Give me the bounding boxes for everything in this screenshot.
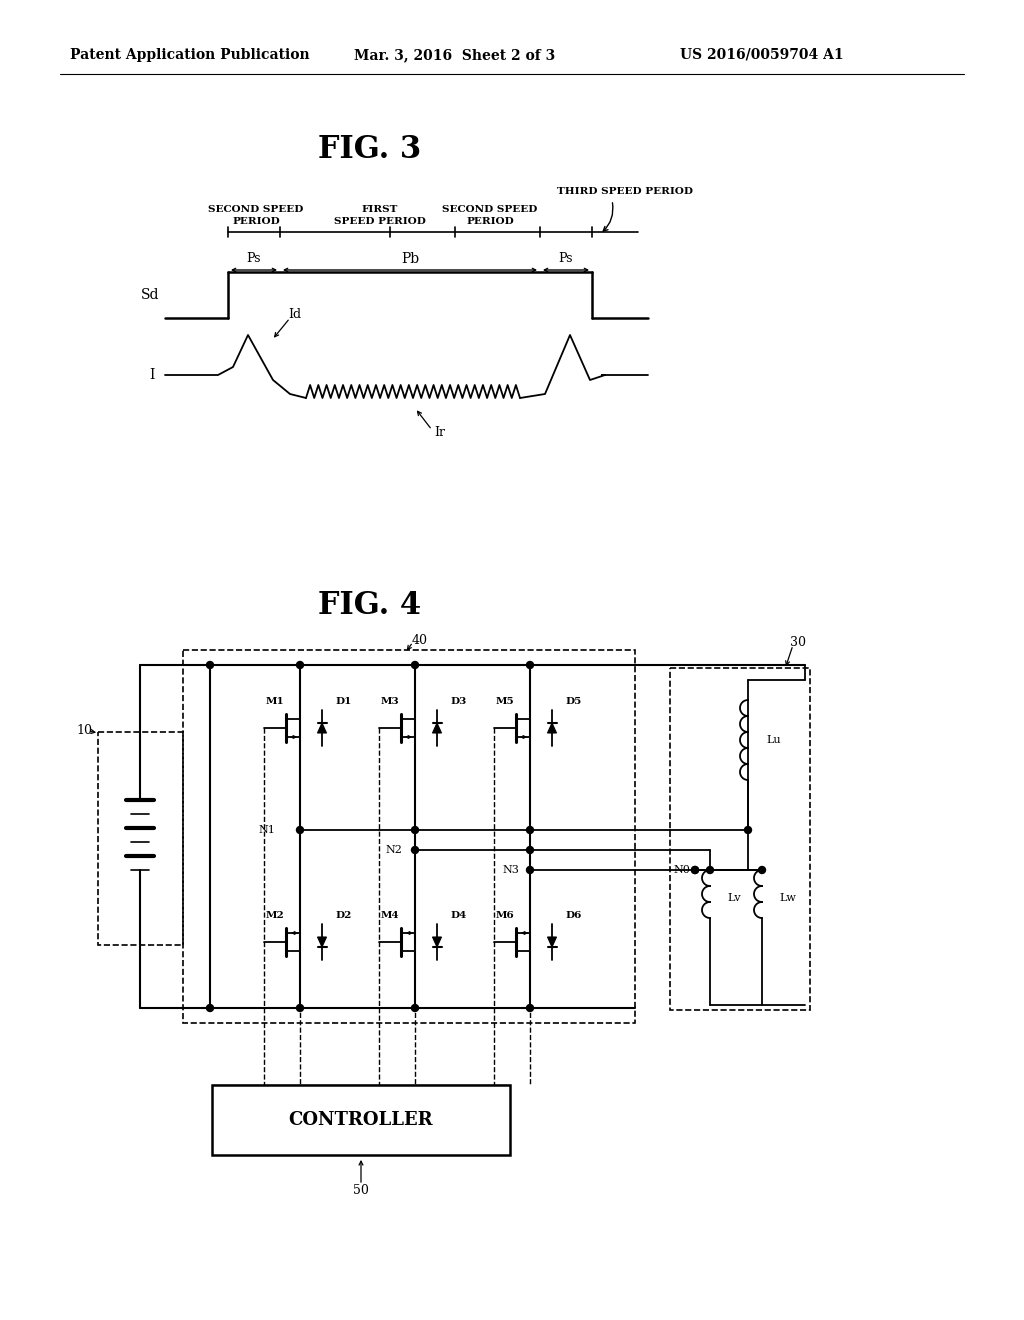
Circle shape <box>207 661 213 668</box>
Text: 30: 30 <box>790 636 806 649</box>
Circle shape <box>526 866 534 874</box>
Circle shape <box>707 866 714 874</box>
Circle shape <box>526 1005 534 1011</box>
Text: M5: M5 <box>496 697 515 705</box>
Polygon shape <box>548 937 556 946</box>
Circle shape <box>412 826 419 833</box>
Text: Ps: Ps <box>559 252 573 265</box>
Polygon shape <box>317 723 327 733</box>
Text: Id: Id <box>289 309 301 322</box>
Text: Lw: Lw <box>779 894 796 903</box>
Text: M3: M3 <box>381 697 399 705</box>
Text: D3: D3 <box>450 697 466 705</box>
Text: Ps: Ps <box>247 252 261 265</box>
Circle shape <box>207 1005 213 1011</box>
Text: THIRD SPEED PERIOD: THIRD SPEED PERIOD <box>557 187 693 197</box>
Text: Patent Application Publication: Patent Application Publication <box>71 48 310 62</box>
Circle shape <box>297 661 303 668</box>
Text: N0: N0 <box>673 865 690 875</box>
Text: M1: M1 <box>266 697 285 705</box>
Text: Lv: Lv <box>727 894 740 903</box>
Text: D4: D4 <box>450 911 466 920</box>
Bar <box>670 668 810 1010</box>
Polygon shape <box>432 937 441 946</box>
Text: Lu: Lu <box>766 735 780 744</box>
Circle shape <box>412 1005 419 1011</box>
Text: US 2016/0059704 A1: US 2016/0059704 A1 <box>680 48 844 62</box>
Text: 10: 10 <box>76 723 92 737</box>
Text: 50: 50 <box>353 1184 369 1196</box>
Circle shape <box>691 866 698 874</box>
Text: PERIOD: PERIOD <box>232 216 280 226</box>
Circle shape <box>526 826 534 833</box>
Circle shape <box>759 866 766 874</box>
Text: D2: D2 <box>335 911 351 920</box>
Text: 40: 40 <box>412 634 428 647</box>
Text: Mar. 3, 2016  Sheet 2 of 3: Mar. 3, 2016 Sheet 2 of 3 <box>354 48 556 62</box>
Polygon shape <box>317 937 327 946</box>
Text: SECOND SPEED: SECOND SPEED <box>208 206 304 214</box>
Bar <box>98 733 183 945</box>
Text: M2: M2 <box>266 911 285 920</box>
Text: N2: N2 <box>385 845 401 855</box>
Polygon shape <box>432 723 441 733</box>
Polygon shape <box>548 723 556 733</box>
Text: I: I <box>150 368 155 381</box>
Text: SPEED PERIOD: SPEED PERIOD <box>334 216 426 226</box>
Text: SECOND SPEED: SECOND SPEED <box>442 206 538 214</box>
Text: CONTROLLER: CONTROLLER <box>289 1111 433 1129</box>
Circle shape <box>297 826 303 833</box>
Text: D5: D5 <box>565 697 582 705</box>
Text: M6: M6 <box>496 911 515 920</box>
Text: FIRST: FIRST <box>361 206 398 214</box>
Bar <box>183 649 635 1023</box>
Text: Pb: Pb <box>401 252 419 267</box>
Text: FIG. 4: FIG. 4 <box>318 590 422 620</box>
Circle shape <box>744 826 752 833</box>
Text: D1: D1 <box>335 697 351 705</box>
Circle shape <box>691 866 698 874</box>
Circle shape <box>412 661 419 668</box>
Text: M4: M4 <box>381 911 399 920</box>
Text: Sd: Sd <box>140 288 160 302</box>
Text: PERIOD: PERIOD <box>466 216 514 226</box>
Text: D6: D6 <box>565 911 582 920</box>
Text: N3: N3 <box>502 865 519 875</box>
Circle shape <box>297 1005 303 1011</box>
Circle shape <box>526 846 534 854</box>
Text: Ir: Ir <box>434 426 445 440</box>
Circle shape <box>526 661 534 668</box>
Bar <box>212 1085 510 1155</box>
Text: FIG. 3: FIG. 3 <box>318 135 422 165</box>
Circle shape <box>412 846 419 854</box>
Text: N1: N1 <box>258 825 274 836</box>
